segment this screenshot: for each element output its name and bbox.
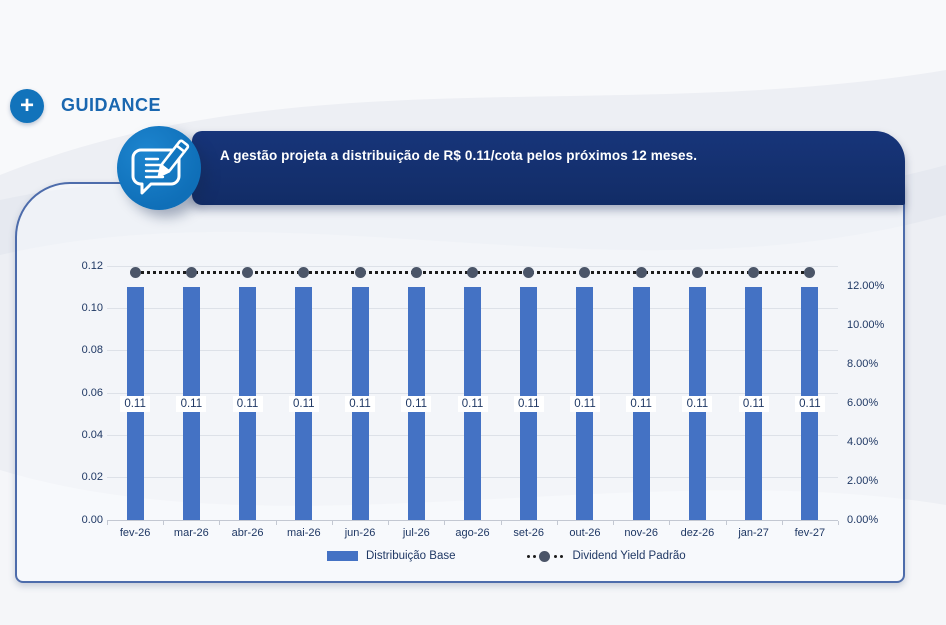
yield-marker bbox=[185, 267, 197, 279]
bar-data-label: 0.11 bbox=[513, 396, 544, 412]
bar-data-label: 0.11 bbox=[345, 396, 376, 412]
plus-icon: + bbox=[10, 89, 44, 123]
x-axis-label: nov-26 bbox=[624, 527, 658, 539]
y-axis-label-right: 2.00% bbox=[847, 474, 879, 487]
x-axis-label: mai-26 bbox=[286, 527, 321, 539]
bar-data-label: 0.11 bbox=[401, 396, 432, 412]
bar-data-label: 0.11 bbox=[794, 396, 825, 412]
x-axis-label: jun-26 bbox=[344, 527, 376, 539]
x-axis-tick bbox=[725, 521, 727, 525]
y-axis-label-right: 6.00% bbox=[847, 396, 879, 409]
x-axis-tick bbox=[613, 521, 615, 525]
x-axis-tick bbox=[275, 521, 277, 525]
legend-label-distribution: Distribuição Base bbox=[366, 550, 456, 562]
yield-marker bbox=[242, 267, 254, 279]
x-axis-label: set-26 bbox=[513, 527, 544, 539]
callout-banner: A gestão projeta a distribuição de R$ 0.… bbox=[192, 131, 905, 205]
y-axis-label-right: 8.00% bbox=[847, 357, 879, 370]
bar-data-label: 0.11 bbox=[682, 396, 713, 412]
bar-data-label: 0.11 bbox=[626, 396, 657, 412]
plus-glyph: + bbox=[19, 92, 34, 119]
yield-marker bbox=[635, 267, 647, 279]
x-axis-tick bbox=[838, 521, 839, 525]
y-axis-label-left: 0.00 bbox=[81, 513, 103, 526]
yield-marker bbox=[410, 267, 422, 279]
yield-marker bbox=[523, 267, 535, 279]
y-axis-label-left: 0.04 bbox=[81, 428, 103, 441]
legend-bar-swatch bbox=[327, 551, 358, 561]
chart-legend: Distribuição Base Dividend Yield Padrão bbox=[327, 550, 686, 562]
x-axis-tick bbox=[669, 521, 671, 525]
bar-data-label: 0.11 bbox=[569, 396, 600, 412]
y-axis-label-left: 0.02 bbox=[81, 471, 103, 484]
x-axis-tick bbox=[163, 521, 165, 525]
speech-bubble-pencil-icon bbox=[131, 139, 190, 195]
y-axis-label-left: 0.10 bbox=[81, 301, 103, 314]
x-axis-tick bbox=[107, 521, 108, 525]
x-axis-label: out-26 bbox=[569, 527, 601, 539]
y-axis-label-left: 0.12 bbox=[81, 259, 103, 272]
callout-text: A gestão projeta a distribuição de R$ 0.… bbox=[220, 148, 698, 163]
x-axis-label: fev-26 bbox=[119, 527, 151, 539]
y-axis-label-left: 0.06 bbox=[81, 386, 103, 399]
bar-data-label: 0.11 bbox=[232, 396, 263, 412]
x-axis-line bbox=[107, 520, 838, 521]
y-axis-label-right: 10.00% bbox=[847, 319, 885, 331]
yield-marker bbox=[354, 267, 366, 279]
x-axis-tick bbox=[500, 521, 502, 525]
yield-marker bbox=[579, 267, 591, 279]
y-axis-label-left: 0.08 bbox=[81, 344, 103, 357]
y-axis-label-right: 12.00% bbox=[847, 280, 885, 293]
page-title: GUIDANCE bbox=[61, 95, 162, 115]
yield-marker bbox=[129, 267, 141, 279]
bar-data-label: 0.11 bbox=[176, 396, 207, 412]
x-axis-tick bbox=[781, 521, 783, 525]
x-axis-tick bbox=[444, 521, 446, 525]
bar-data-label: 0.11 bbox=[288, 396, 319, 412]
x-axis-label: fev-27 bbox=[794, 527, 826, 539]
x-axis-label: jul-26 bbox=[402, 527, 430, 539]
x-axis-label: abr-26 bbox=[231, 527, 264, 539]
x-axis-label: jan-27 bbox=[738, 527, 769, 539]
legend-label-yield: Dividend Yield Padrão bbox=[572, 550, 686, 562]
bar-data-label: 0.11 bbox=[457, 396, 488, 412]
x-axis-tick bbox=[556, 521, 558, 525]
x-axis-tick bbox=[388, 521, 390, 525]
chart-gridline bbox=[107, 265, 838, 267]
legend-dotted-marker-swatch bbox=[525, 550, 564, 562]
yield-marker bbox=[298, 267, 310, 279]
x-axis-label: mar-26 bbox=[173, 527, 209, 539]
x-axis-tick bbox=[331, 521, 333, 525]
bar-data-label: 0.11 bbox=[120, 396, 151, 412]
x-axis-label: ago-26 bbox=[455, 527, 490, 539]
yield-marker bbox=[804, 267, 816, 279]
y-axis-label-right: 4.00% bbox=[847, 435, 879, 448]
yield-marker bbox=[691, 267, 703, 279]
x-axis-label: dez-26 bbox=[680, 527, 715, 539]
x-axis-tick bbox=[219, 521, 221, 525]
yield-marker bbox=[467, 267, 478, 279]
y-axis-label-right: 0.00% bbox=[847, 513, 879, 526]
yield-marker bbox=[748, 267, 760, 279]
note-pencil-icon bbox=[117, 126, 201, 210]
bar-data-label: 0.11 bbox=[738, 396, 769, 412]
